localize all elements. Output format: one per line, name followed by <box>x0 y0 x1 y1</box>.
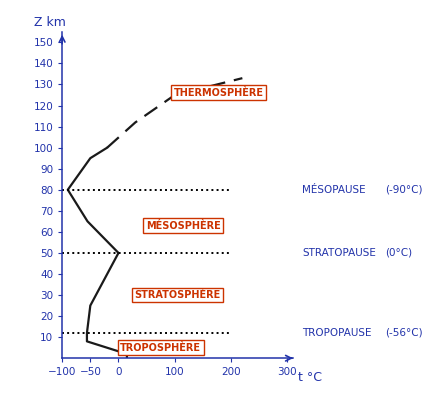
Text: (-90°C): (-90°C) <box>385 185 423 195</box>
Text: MÉSOSPHÈRE: MÉSOSPHÈRE <box>146 220 221 230</box>
Text: Z km: Z km <box>35 16 66 29</box>
Text: TROPOSPHÈRE: TROPOSPHÈRE <box>120 343 201 353</box>
Text: (0°C): (0°C) <box>385 248 412 258</box>
Text: STRATOPAUSE: STRATOPAUSE <box>302 248 376 258</box>
Text: MÉSOPAUSE: MÉSOPAUSE <box>302 185 366 195</box>
Text: (-56°C): (-56°C) <box>385 328 423 338</box>
Text: STRATOSPHÈRE: STRATOSPHÈRE <box>135 290 221 300</box>
Text: t °C: t °C <box>297 371 321 384</box>
Text: TROPOPAUSE: TROPOPAUSE <box>302 328 372 338</box>
Text: THERMOSPHÈRE: THERMOSPHÈRE <box>174 88 264 98</box>
